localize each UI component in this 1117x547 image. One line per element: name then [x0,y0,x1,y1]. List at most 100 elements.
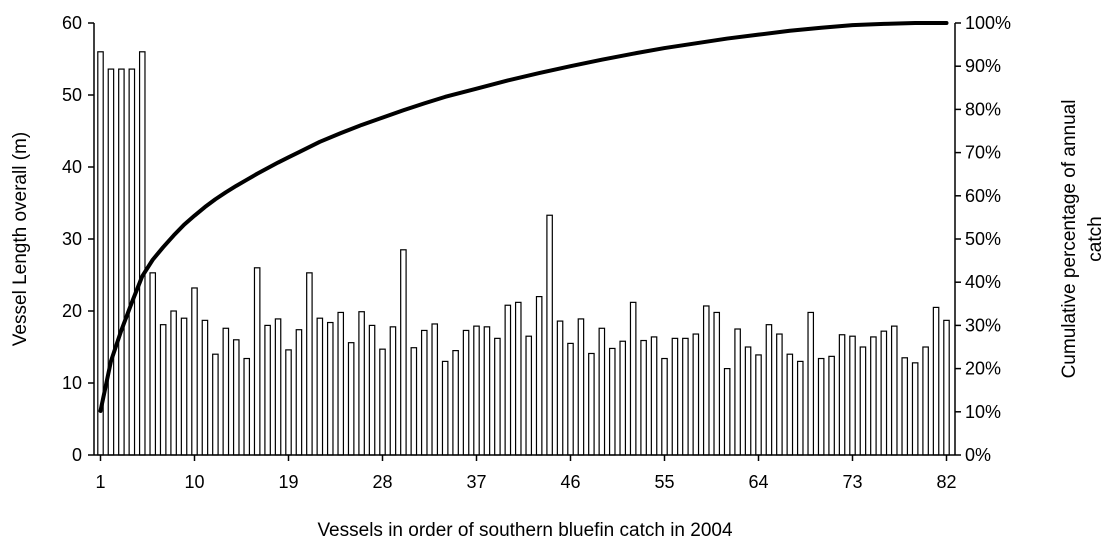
y2-tick-label: 10% [965,402,1001,422]
bar [316,317,324,456]
y2-tick-label: 70% [965,143,1001,163]
cumulative-line [98,21,949,413]
bar [441,360,449,456]
bar [274,318,282,456]
x-axis-ticks: 1 10 19 28 37 46 55 64 73 82 [95,455,957,492]
bar [514,301,522,456]
x-tick-label: 28 [372,472,392,492]
y2-tick-label: 60% [965,186,1001,206]
bar-series [97,51,950,456]
y-tick-label: 60 [62,13,82,33]
bar [870,336,877,456]
bar [682,337,689,456]
bar [253,267,261,456]
x-tick-label: 64 [748,472,768,492]
bar [598,327,606,456]
y-axis-title: Vessel Length overall (m) [10,132,31,346]
bar [306,272,313,456]
y2-tick-label: 80% [965,99,1001,119]
bar [326,321,334,456]
y-tick-label: 10 [62,373,82,393]
bar [410,347,418,456]
bar [243,357,251,456]
left-axis-ticks: 0 10 20 30 40 50 60 [62,13,94,465]
y2-tick-label: 40% [965,272,1001,292]
bar [629,301,637,456]
bar [608,347,616,456]
x-tick-label: 73 [842,472,862,492]
x-tick-label: 46 [560,472,580,492]
y-tick-label: 20 [62,301,82,321]
bar [796,360,804,456]
bar [285,349,292,456]
bar [567,342,574,456]
bar [755,354,762,456]
bar [337,311,345,456]
bar [379,348,386,456]
bar [295,329,303,456]
bar [932,306,940,456]
y2-tick-label: 100% [965,13,1011,33]
y2-axis-title-line1: Cumulative percentage of annual [1059,100,1080,379]
bar [170,310,177,456]
x-tick-label: 19 [278,472,298,492]
bar [222,327,230,456]
bar [525,335,533,456]
bar [159,324,167,456]
x-axis-title: Vessels in order of southern bluefin cat… [317,520,733,541]
bar [849,335,856,456]
bar [734,328,741,456]
bar [943,319,950,456]
bar [807,311,815,456]
bar [149,272,157,456]
bar [180,317,188,456]
bar [901,357,909,456]
bar [577,318,585,456]
y2-tick-label: 90% [965,56,1001,76]
right-axis-ticks: 0% 10% 20% 30% 40% 50% 60% 70% 80% 90% 100% [955,13,1011,465]
bar [880,330,888,456]
x-tick-label: 1 [95,472,105,492]
bar [431,323,439,456]
bar [191,287,198,456]
bar [556,320,564,456]
y-tick-label: 30 [62,229,82,249]
bar [650,336,658,456]
bar [619,340,627,456]
bar [358,311,365,456]
bar [201,319,209,456]
bar [535,296,543,456]
y2-axis-title-line2: catch [1085,216,1106,261]
bar [420,329,428,456]
bar [702,305,710,456]
bar [723,368,731,456]
bar [232,339,240,456]
bar [128,68,136,456]
bar [138,51,146,456]
bar [859,346,867,456]
bar [264,324,271,456]
y2-tick-label: 30% [965,315,1001,335]
bar [765,324,773,456]
bar [494,337,501,456]
bar [817,357,825,456]
bar [776,333,783,456]
bar [389,326,397,456]
bar [107,68,115,456]
bar [118,68,125,456]
bar [890,325,898,456]
bar [640,339,647,456]
bar [828,355,835,456]
y2-tick-label: 50% [965,229,1001,249]
bar [922,346,929,456]
bar [911,362,919,456]
x-tick-label: 10 [184,472,204,492]
bar [838,334,846,456]
bar [661,357,668,456]
bar [347,342,355,456]
bar [671,337,679,456]
bar [744,346,752,456]
bar [212,353,219,456]
bar [588,352,595,456]
